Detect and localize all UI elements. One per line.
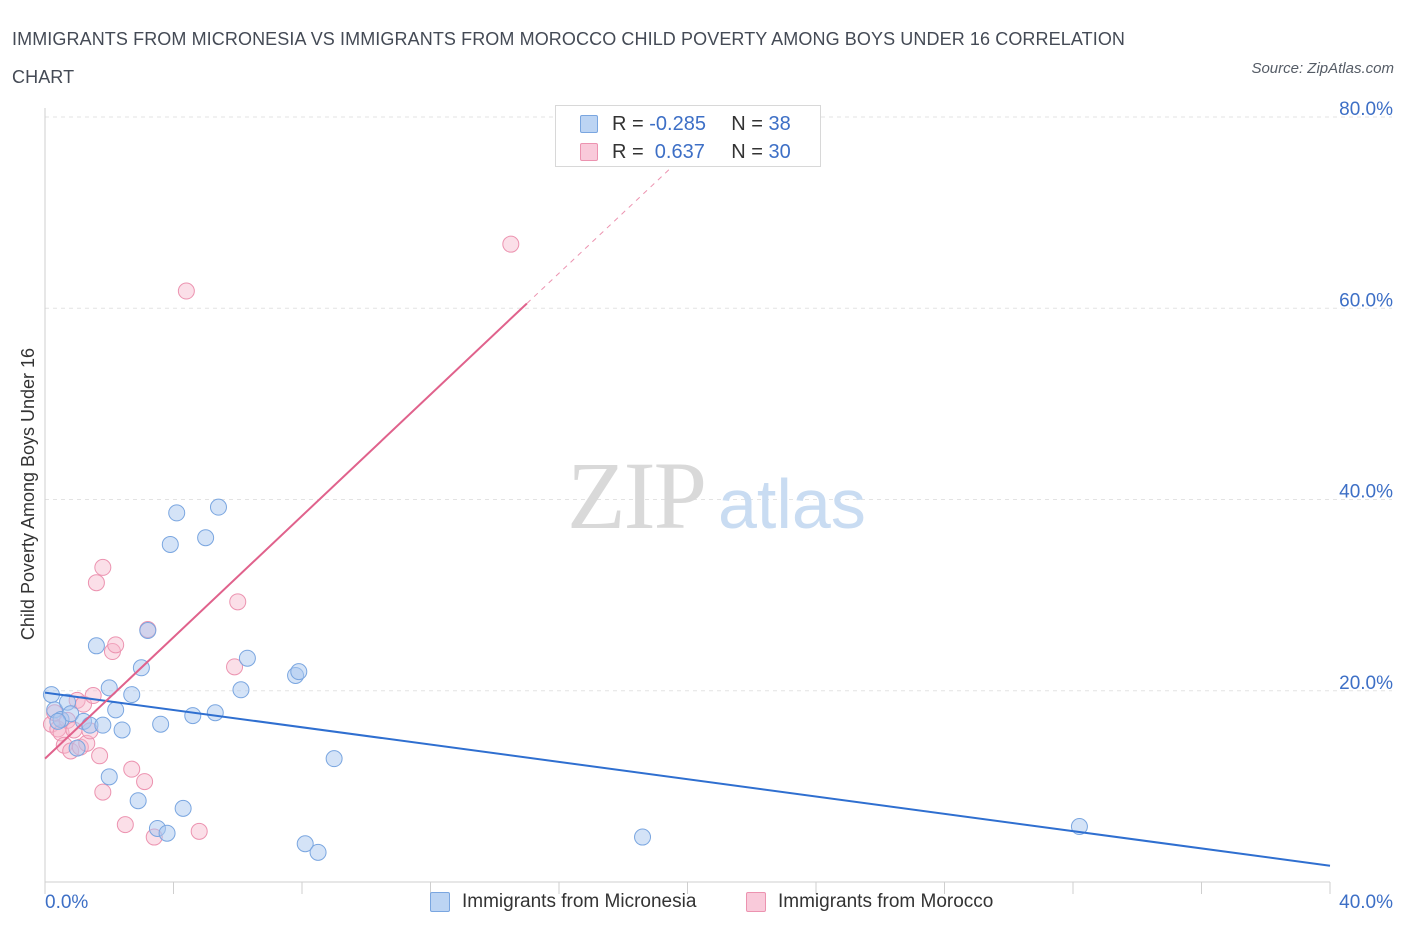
morocco-point <box>94 783 112 801</box>
correlation-legend: R = -0.285 N = 38 R = 0.637 N = 30 <box>555 105 821 167</box>
y-tick-label: 60.0% <box>1339 290 1393 311</box>
legend-r-value-morocco: 0.637 <box>649 140 705 163</box>
legend-r-label: R = <box>612 112 650 135</box>
morocco-point <box>502 235 520 253</box>
micronesia-point <box>209 498 227 516</box>
morocco-trend-line <box>44 302 528 760</box>
x-tick-label: 0.0% <box>45 892 88 913</box>
watermark-zip: ZIP <box>567 442 705 549</box>
morocco-legend-swatch <box>746 892 766 912</box>
micronesia-point <box>49 712 67 730</box>
morocco-point <box>226 658 244 676</box>
morocco-trend-extension <box>526 154 685 304</box>
micronesia-point <box>100 679 118 697</box>
micronesia-point <box>94 716 112 734</box>
morocco-swatch <box>580 143 598 161</box>
y-tick-label: 40.0% <box>1339 482 1393 503</box>
micronesia-point <box>152 715 170 733</box>
legend-n-label: N = <box>731 112 769 135</box>
micronesia-point <box>62 705 80 723</box>
micronesia-point <box>197 529 215 547</box>
micronesia-point <box>634 828 652 846</box>
micronesia-trend-line <box>44 691 1331 867</box>
legend-r-label: R = <box>612 140 650 163</box>
micronesia-point <box>139 622 157 640</box>
micronesia-legend-label: Immigrants from Micronesia <box>462 891 697 912</box>
morocco-point <box>87 574 105 592</box>
legend-row-morocco: R = 0.637 N = 30 <box>580 140 791 164</box>
morocco-points <box>42 235 520 846</box>
y-tick-label: 80.0% <box>1339 99 1393 120</box>
watermark: ZIP atlas <box>567 442 866 549</box>
morocco-point <box>123 760 141 778</box>
morocco-point <box>177 282 195 300</box>
watermark-atlas: atlas <box>718 465 866 543</box>
grid-lines <box>45 116 1392 692</box>
chart-title: IMMIGRANTS FROM MICRONESIA VS IMMIGRANTS… <box>12 29 1126 87</box>
micronesia-point <box>232 681 250 699</box>
micronesia-point <box>113 721 131 739</box>
micronesia-points <box>42 498 1088 861</box>
micronesia-point <box>161 535 179 553</box>
morocco-point <box>91 747 109 765</box>
micronesia-point <box>206 704 224 722</box>
micronesia-point <box>325 750 343 768</box>
x-tick-label: 40.0% <box>1339 892 1393 913</box>
micronesia-point <box>87 637 105 655</box>
morocco-point <box>116 816 134 834</box>
micronesia-point <box>309 843 327 861</box>
micronesia-point <box>100 768 118 786</box>
micronesia-point <box>68 739 86 757</box>
morocco-legend-label: Immigrants from Morocco <box>778 891 994 912</box>
bottom-legend-micronesia[interactable]: Immigrants from Micronesia <box>430 888 696 916</box>
morocco-point <box>94 558 112 576</box>
legend-r-value-micronesia: -0.285 <box>649 112 706 135</box>
morocco-point <box>229 593 247 611</box>
micronesia-point <box>168 504 186 522</box>
morocco-point <box>84 687 102 705</box>
morocco-point <box>107 636 125 654</box>
micronesia-point <box>107 701 125 719</box>
morocco-point <box>136 773 154 791</box>
micronesia-point <box>184 707 202 725</box>
micronesia-point <box>123 686 141 704</box>
source-credit: Source: ZipAtlas.com <box>1251 60 1394 77</box>
legend-n-value-micronesia: 38 <box>768 112 791 135</box>
legend-row-micronesia: R = -0.285 N = 38 <box>580 112 791 136</box>
micronesia-point <box>174 799 192 817</box>
morocco-point <box>190 822 208 840</box>
micronesia-legend-swatch <box>430 892 450 912</box>
micronesia-point <box>238 649 256 667</box>
micronesia-point <box>296 835 314 853</box>
y-tick-label: 20.0% <box>1339 673 1393 694</box>
micronesia-point <box>290 663 308 681</box>
bottom-legend-morocco[interactable]: Immigrants from Morocco <box>746 888 993 916</box>
trend-lines <box>44 154 1331 867</box>
legend-n-value-morocco: 30 <box>768 140 791 163</box>
legend-n-label: N = <box>731 140 769 163</box>
micronesia-point <box>129 792 147 810</box>
y-axis-label: Child Poverty Among Boys Under 16 <box>18 348 38 640</box>
axes: 20.0% 40.0% 60.0% 80.0% 0.0% 40.0% <box>44 99 1393 913</box>
micronesia-swatch <box>580 115 598 133</box>
micronesia-point <box>158 824 176 842</box>
